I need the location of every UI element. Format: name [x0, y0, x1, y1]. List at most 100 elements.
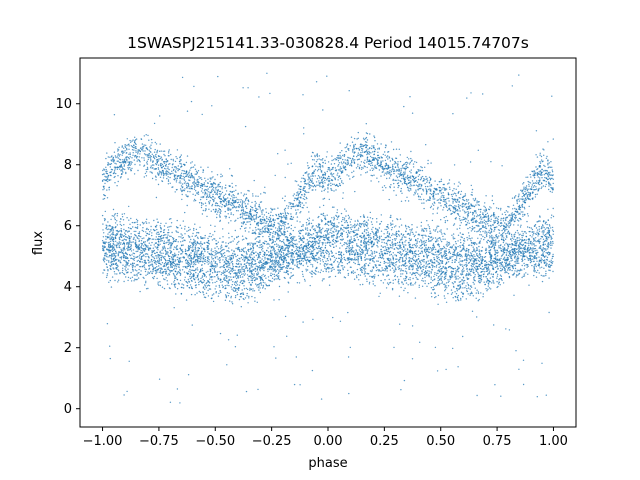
- data-point: [409, 176, 411, 179]
- data-point: [139, 164, 141, 166]
- data-point: [269, 219, 271, 221]
- data-point: [314, 175, 316, 177]
- data-point: [193, 188, 196, 190]
- data-point: [321, 190, 323, 192]
- data-point: [404, 162, 407, 164]
- data-point: [128, 205, 130, 208]
- data-point: [239, 228, 242, 230]
- data-point: [386, 168, 388, 170]
- data-point: [138, 234, 140, 237]
- data-point: [499, 209, 502, 211]
- data-point: [146, 162, 148, 164]
- data-point: [120, 170, 122, 172]
- data-point: [114, 244, 116, 246]
- data-point: [523, 251, 525, 253]
- data-point: [115, 163, 117, 165]
- data-point: [250, 208, 252, 211]
- data-point: [324, 188, 326, 190]
- data-point: [327, 229, 329, 231]
- data-point: [504, 261, 506, 264]
- data-point: [260, 210, 262, 212]
- data-point: [147, 228, 149, 231]
- data-point: [255, 207, 257, 209]
- data-point: [515, 208, 518, 210]
- data-point: [245, 252, 248, 254]
- data-point: [238, 199, 240, 201]
- data-point: [128, 161, 130, 163]
- data-point: [486, 235, 488, 238]
- data-point: [254, 226, 257, 229]
- data-point: [357, 163, 359, 165]
- data-point: [222, 197, 225, 199]
- data-point: [173, 168, 175, 171]
- data-point: [456, 265, 459, 268]
- data-point: [373, 159, 375, 161]
- data-point: [339, 177, 342, 180]
- data-point: [380, 214, 382, 216]
- data-point: [182, 163, 185, 166]
- data-point: [508, 226, 510, 229]
- data-point: [200, 206, 203, 209]
- data-point: [422, 188, 424, 190]
- data-point: [427, 185, 429, 188]
- data-point: [247, 221, 249, 223]
- data-point: [514, 240, 517, 242]
- data-point: [292, 229, 294, 232]
- data-point: [480, 220, 482, 223]
- data-point: [488, 250, 490, 252]
- data-point: [353, 148, 356, 150]
- data-point: [279, 221, 281, 223]
- data-point: [212, 196, 214, 198]
- data-point: [175, 181, 178, 183]
- data-point: [200, 241, 202, 243]
- data-point: [108, 186, 111, 188]
- data-point: [105, 168, 107, 171]
- data-point: [350, 224, 352, 226]
- data-point: [492, 214, 494, 216]
- data-point: [485, 209, 487, 211]
- data-point: [246, 217, 248, 220]
- data-point: [125, 156, 127, 159]
- data-point: [366, 161, 368, 163]
- data-point: [532, 170, 534, 173]
- data-point: [227, 197, 229, 199]
- data-point: [120, 176, 122, 178]
- data-point: [249, 215, 251, 217]
- data-point: [370, 180, 372, 182]
- data-point: [285, 214, 287, 217]
- data-point: [316, 177, 319, 180]
- data-point: [459, 183, 461, 185]
- data-point: [154, 155, 157, 157]
- data-point: [125, 230, 128, 232]
- data-point: [525, 255, 527, 257]
- data-point: [502, 220, 505, 222]
- data-point: [432, 198, 434, 200]
- data-point: [437, 193, 439, 195]
- data-point: [248, 231, 250, 233]
- data-point: [492, 242, 494, 244]
- data-point: [276, 245, 278, 248]
- data-point: [414, 193, 416, 195]
- data-point: [445, 248, 447, 250]
- data-point: [336, 226, 338, 228]
- data-point: [297, 184, 299, 186]
- data-point: [551, 169, 553, 171]
- data-point: [265, 208, 267, 210]
- data-point: [542, 233, 544, 235]
- data-point: [448, 186, 451, 188]
- data-point: [273, 247, 275, 249]
- data-point: [134, 140, 136, 142]
- data-point: [190, 188, 192, 190]
- data-point: [244, 273, 246, 275]
- data-point: [433, 248, 435, 250]
- data-point: [266, 231, 268, 233]
- data-point: [512, 208, 514, 210]
- data-point: [251, 266, 254, 268]
- data-point: [487, 223, 489, 225]
- data-point: [430, 193, 433, 196]
- data-point: [186, 195, 188, 197]
- data-point: [199, 186, 202, 189]
- data-point: [394, 161, 397, 164]
- data-point: [228, 200, 230, 202]
- data-point: [283, 208, 286, 211]
